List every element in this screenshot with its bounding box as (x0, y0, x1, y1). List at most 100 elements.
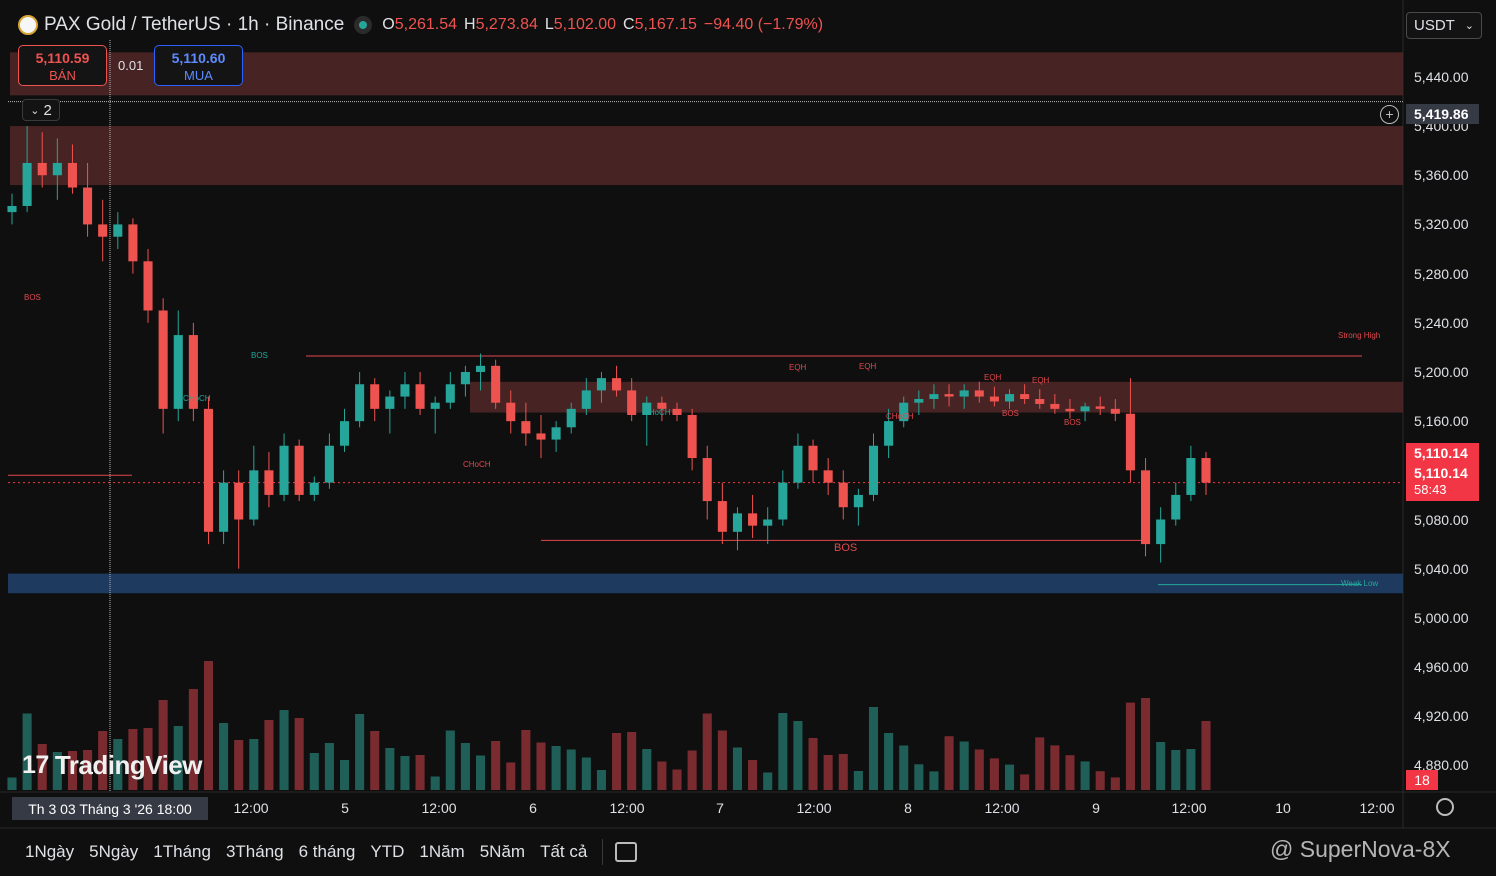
range-6m[interactable]: 6 tháng (298, 842, 356, 861)
candle-body (884, 421, 894, 446)
volume-bar (1080, 761, 1090, 790)
volume-bar (687, 750, 697, 790)
range-5y[interactable]: 5Năm (479, 842, 526, 861)
volume-bar (415, 755, 425, 790)
candle-body (415, 384, 425, 409)
watermark: @ SuperNova-8X (1270, 836, 1451, 862)
weak-low-label: Weak Low (1341, 579, 1378, 588)
currency-select[interactable]: USDT ⌄ (1406, 12, 1482, 39)
candle-body (642, 402, 652, 415)
range-1y[interactable]: 1Năm (419, 842, 465, 861)
market-status-icon[interactable] (354, 16, 373, 34)
ohlc-low: L5,102.00 (545, 16, 616, 34)
volume-bar (128, 729, 138, 790)
candle-body (899, 402, 909, 422)
low-value: 5,102.00 (553, 16, 617, 33)
volume-bar (1020, 774, 1030, 790)
symbol-title[interactable]: PAX Gold / TetherUS · 1h · Binance (44, 14, 345, 35)
sell-button[interactable]: 5,110.59 BÁN (18, 45, 107, 86)
volume-bar (1035, 737, 1045, 790)
supply-zone (10, 126, 1403, 186)
volume-bar (838, 754, 848, 790)
chevron-down-icon: ⌄ (1464, 20, 1474, 32)
volume-bar (899, 745, 909, 790)
time-tick: 12:00 (1359, 800, 1395, 816)
candle-body (98, 224, 108, 237)
chart-header: PAX Gold / TetherUS · 1h · Binance O5,26… (18, 12, 823, 38)
range-1m[interactable]: 1Tháng (153, 842, 211, 861)
volume-bar (370, 731, 380, 790)
time-tick: 6 (529, 800, 537, 816)
time-tick: 12:00 (609, 800, 645, 816)
range-1d[interactable]: 1Ngày (25, 842, 75, 861)
volume-bar (506, 762, 516, 790)
range-divider (602, 839, 604, 865)
volume-bar (627, 732, 637, 790)
indicator-count: 2 (43, 101, 52, 119)
range-all[interactable]: Tất cả (540, 842, 588, 861)
last-price-2: 5,110.14 (1414, 465, 1468, 481)
candle-body (808, 445, 818, 471)
volume-bar (445, 730, 455, 790)
buy-label: MUA (184, 68, 213, 83)
candle-body (309, 482, 319, 495)
indicators-toggle-button[interactable]: ⌄ 2 (22, 99, 60, 121)
crosshair-time-label: Th 3 03 Tháng 3 '26 18:00 (12, 797, 208, 820)
tradingview-wordmark: TradingView (54, 750, 203, 780)
time-tick: 12:00 (1171, 800, 1207, 816)
chevron-down-icon: ⌄ (30, 104, 40, 117)
candle-body (475, 365, 486, 372)
candle-body (566, 408, 576, 428)
tradingview-logo[interactable]: 17 TradingView (22, 750, 203, 781)
price-tick: 5,200.00 (1414, 363, 1469, 380)
bos-label: BOS (251, 351, 268, 360)
volume-bar (717, 730, 727, 790)
time-tick: 12:00 (233, 800, 269, 816)
range-3m[interactable]: 3Tháng (225, 842, 284, 861)
candle-body (989, 396, 999, 402)
price-tick: 5,320.00 (1414, 216, 1469, 233)
candle-body (67, 162, 77, 188)
volume-bar (823, 755, 833, 790)
candle-body (778, 482, 788, 520)
price-tick: 5,240.00 (1414, 314, 1469, 331)
candle-body (974, 390, 984, 397)
candle-body (370, 384, 380, 409)
range-ytd[interactable]: YTD (370, 842, 405, 861)
price-tick: 4,880.00 (1414, 757, 1469, 774)
time-tick: 8 (904, 800, 912, 816)
volume-bar (1186, 749, 1196, 790)
candle-body (400, 384, 410, 397)
price-tick: 5,040.00 (1414, 560, 1469, 577)
candle-body (355, 384, 365, 422)
candle-body (22, 162, 32, 206)
time-tick: 7 (716, 800, 724, 816)
volume-bar (1050, 745, 1060, 790)
volume-bar (491, 741, 501, 790)
volume-bar (521, 730, 531, 790)
choch-label: CHoCH (886, 412, 914, 421)
range-5d[interactable]: 5Ngày (89, 842, 139, 861)
candle-body (959, 390, 969, 397)
settings-gear-icon[interactable] (1436, 798, 1454, 816)
volume-bar (339, 760, 350, 790)
candle-body (203, 408, 214, 532)
buy-button[interactable]: 5,110.60 MUA (154, 45, 243, 86)
eqh-label: EQH (859, 362, 877, 371)
volume-bar (173, 726, 183, 790)
goto-date-icon[interactable] (615, 842, 638, 862)
candle-body (1080, 406, 1090, 412)
volume-bar (914, 764, 924, 790)
choch-label: CHoCH (183, 394, 211, 403)
candle-body (536, 433, 546, 440)
paxg-coin-icon (18, 15, 38, 35)
volume-bar (596, 770, 606, 790)
candle-body (7, 205, 17, 213)
candle-body (793, 445, 803, 483)
price-tick: 5,000.00 (1414, 609, 1469, 626)
volume-bar (219, 723, 229, 790)
sell-label: BÁN (49, 68, 76, 83)
add-alert-icon[interactable]: + (1380, 105, 1399, 124)
